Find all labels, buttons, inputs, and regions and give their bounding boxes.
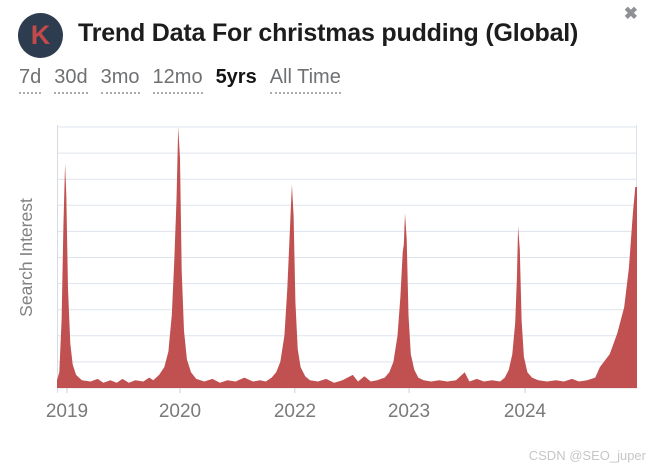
x-tick-label-2023: 2023 [387, 401, 431, 422]
x-axis-labels: 2019 2020 2022 2023 2024 [46, 401, 637, 427]
tab-all-time[interactable]: All Time [269, 66, 341, 94]
keysearch-logo: K [18, 13, 63, 58]
tab-30d[interactable]: 30d [54, 66, 88, 94]
trend-area-chart[interactable] [57, 123, 637, 397]
y-axis-label: Search Interest [15, 197, 36, 317]
tab-12mo[interactable]: 12mo [152, 66, 203, 94]
x-tick-label-2020: 2020 [158, 401, 202, 422]
logo-letter-k: K [30, 20, 51, 50]
x-tick-label-2022: 2022 [273, 401, 317, 422]
x-tick-label-2019: 2019 [45, 401, 89, 422]
watermark: CSDN @SEO_juper [528, 448, 646, 463]
close-icon[interactable]: ✖ [623, 4, 638, 23]
page-title: Trend Data For christmas pudding (Global… [78, 19, 579, 47]
tab-3mo[interactable]: 3mo [100, 66, 140, 94]
tab-5yrs[interactable]: 5yrs [215, 66, 257, 88]
tab-7d[interactable]: 7d [19, 66, 42, 94]
y-axis-label-wrap: Search Interest [4, 125, 48, 389]
x-tick-label-2024: 2024 [503, 401, 547, 422]
time-range-tab-bar: 7d 30d 3mo 12mo 5yrs All Time [19, 66, 341, 94]
